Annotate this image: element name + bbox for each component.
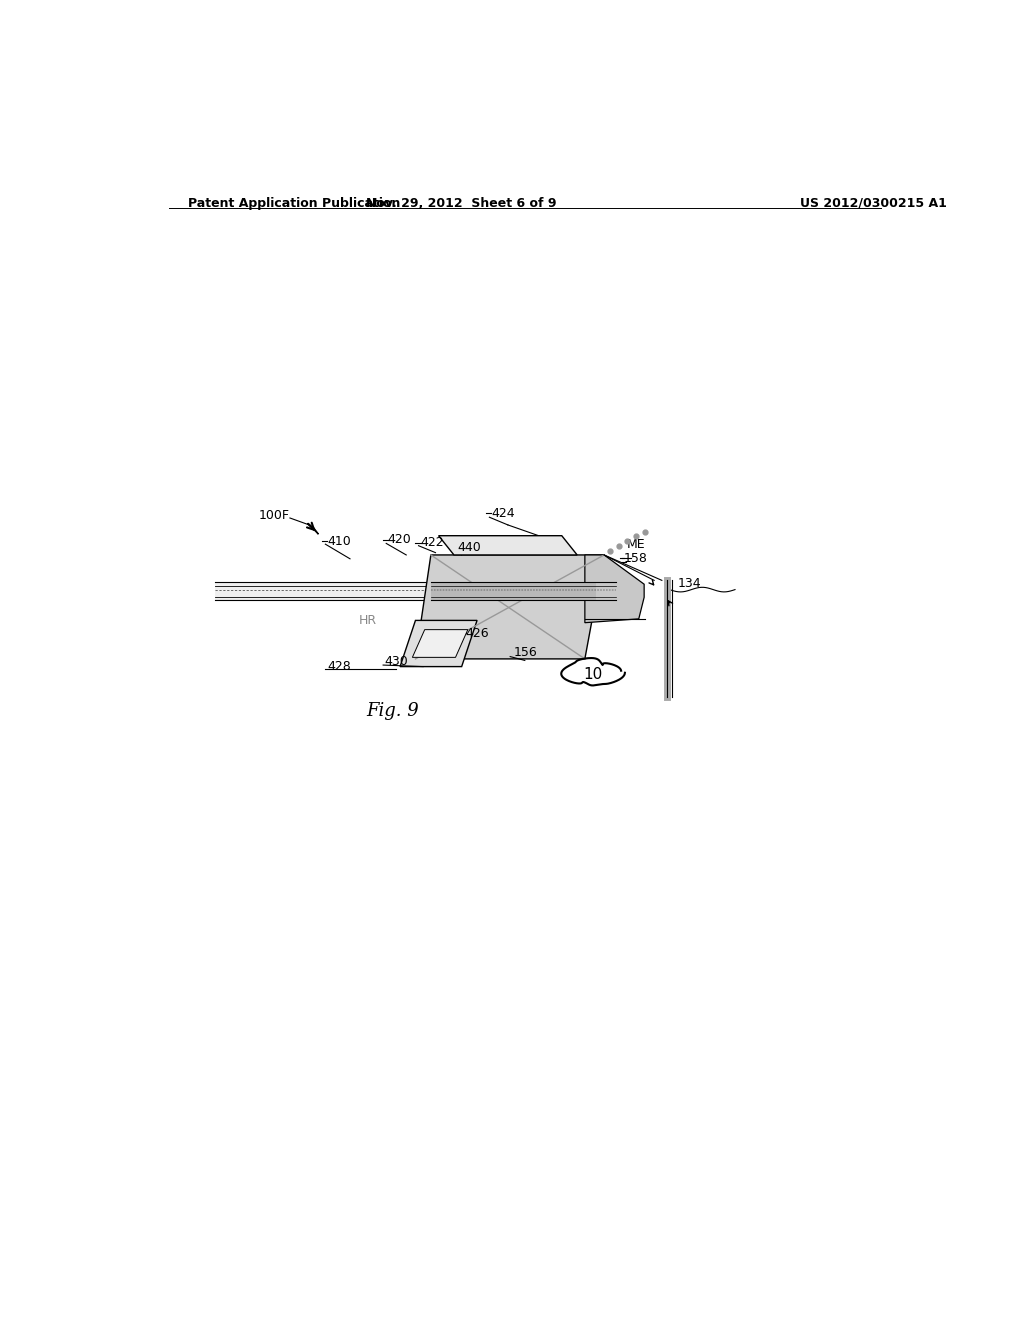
Text: Nov. 29, 2012  Sheet 6 of 9: Nov. 29, 2012 Sheet 6 of 9 bbox=[367, 197, 557, 210]
Text: 428: 428 bbox=[328, 660, 351, 673]
Text: Fig. 9: Fig. 9 bbox=[366, 702, 419, 721]
Text: 10: 10 bbox=[583, 667, 602, 682]
Text: 440: 440 bbox=[457, 541, 481, 554]
Text: 426: 426 bbox=[466, 627, 489, 640]
Polygon shape bbox=[400, 620, 477, 667]
Text: US 2012/0300215 A1: US 2012/0300215 A1 bbox=[801, 197, 947, 210]
Polygon shape bbox=[416, 554, 604, 659]
Polygon shape bbox=[585, 554, 644, 623]
Polygon shape bbox=[413, 630, 468, 657]
Text: 420: 420 bbox=[388, 533, 412, 546]
Text: 158: 158 bbox=[625, 552, 648, 565]
Polygon shape bbox=[215, 582, 431, 601]
Text: 410: 410 bbox=[327, 535, 350, 548]
Text: 100F: 100F bbox=[259, 510, 290, 523]
Text: 430: 430 bbox=[385, 656, 409, 668]
Polygon shape bbox=[438, 536, 578, 554]
Polygon shape bbox=[307, 524, 318, 535]
Text: HR: HR bbox=[358, 614, 377, 627]
Polygon shape bbox=[431, 582, 604, 601]
Text: 424: 424 bbox=[490, 507, 514, 520]
Text: Patent Application Publication: Patent Application Publication bbox=[188, 197, 400, 210]
Text: 156: 156 bbox=[513, 647, 537, 659]
Text: 134: 134 bbox=[677, 577, 700, 590]
Text: ME: ME bbox=[628, 539, 646, 552]
Text: 422: 422 bbox=[421, 536, 444, 549]
